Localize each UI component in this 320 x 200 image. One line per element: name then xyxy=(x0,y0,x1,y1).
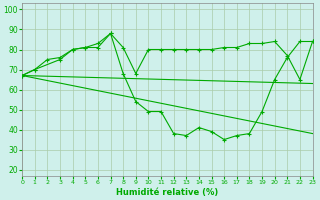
X-axis label: Humidité relative (%): Humidité relative (%) xyxy=(116,188,219,197)
